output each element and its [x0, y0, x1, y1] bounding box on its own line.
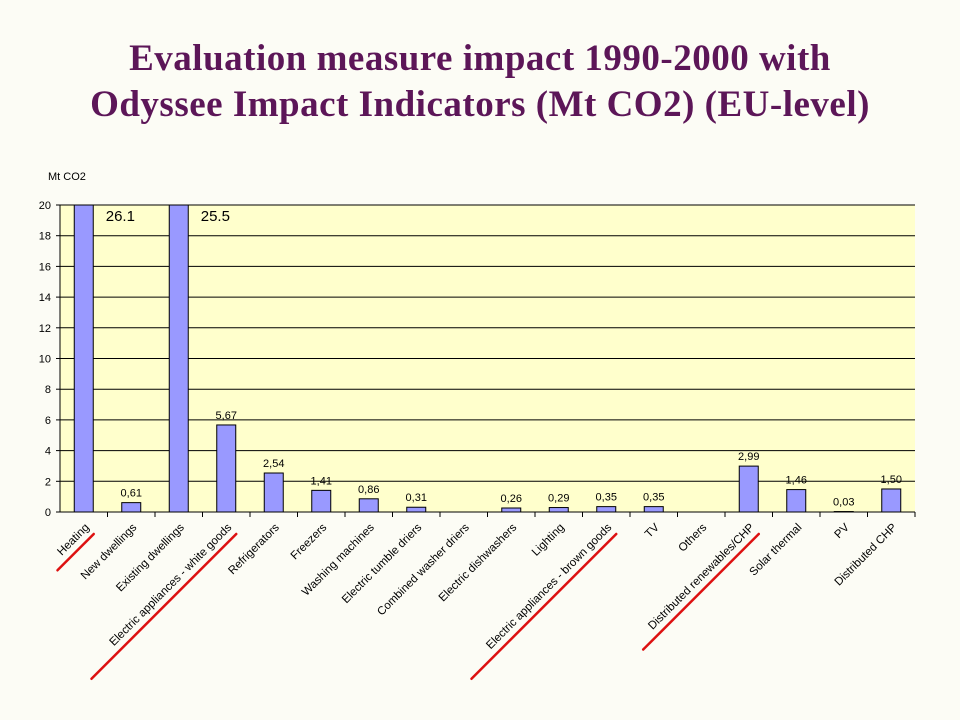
y-tick-label: 12: [39, 323, 51, 335]
x-tick-label-pv: PV: [833, 521, 853, 541]
y-tick-label: 4: [45, 446, 51, 458]
underline-electric-appliances-white-goods: [90, 532, 238, 680]
data-label: 0,61: [121, 488, 142, 500]
bar-freezers: [311, 489, 332, 513]
data-label: 0,26: [501, 493, 522, 505]
bar-electric-tumble-driers: [406, 506, 427, 513]
title-line-2: Odyssee Impact Indicators (Mt CO2) (EU-l…: [90, 84, 870, 125]
data-label: 0,03: [833, 497, 854, 509]
data-label: 2,54: [263, 458, 284, 470]
data-label: 25.5: [201, 208, 230, 225]
y-tick-label: 0: [45, 507, 51, 519]
bar-electric-appliances-white-goods: [216, 424, 237, 513]
data-label: 0,31: [406, 492, 427, 504]
y-tick-label: 20: [39, 200, 51, 212]
x-tick-label-tv: TV: [643, 521, 662, 540]
data-label: 1,46: [786, 475, 807, 487]
x-tick-label-combined-washer-driers: Combined washer driers: [375, 521, 472, 618]
underline-distributed-renewables-chp: [641, 532, 760, 651]
y-tick-label: 8: [45, 384, 51, 396]
data-label: 5,67: [216, 410, 237, 422]
bar-washing-machines: [358, 498, 379, 513]
bar-distributed-chp: [881, 488, 902, 513]
y-tick-label: 16: [39, 261, 51, 273]
x-tick-label-refrigerators: Refrigerators: [226, 521, 282, 577]
underline-electric-appliances-brown-goods: [470, 532, 618, 680]
bar-electric-appliances-brown-goods: [596, 506, 617, 513]
data-label: 26.1: [106, 208, 135, 225]
bar-electric-dishwashers: [501, 507, 522, 513]
data-label: 0,86: [358, 484, 379, 496]
data-label: 0,35: [596, 492, 617, 504]
x-tick-label-lighting: Lighting: [530, 522, 567, 559]
bar-new-dwellings: [121, 502, 142, 513]
y-tick-label: 14: [39, 292, 51, 304]
bar-lighting: [548, 507, 569, 513]
x-tick-label-electric-tumble-driers: Electric tumble driers: [340, 521, 425, 606]
bar-solar-thermal: [786, 489, 807, 513]
y-tick-label: 2: [45, 476, 51, 488]
page-title: Evaluation measure impact 1990-2000 with…: [0, 36, 960, 128]
data-label: 0,35: [643, 492, 664, 504]
y-tick-label: 10: [39, 354, 51, 366]
bar-existing-dwellings: [168, 204, 189, 513]
x-tick-label-distributed-renewables-chp: Distributed renewables/CHP: [646, 521, 757, 632]
bar-heating: [73, 204, 94, 513]
data-label: 1,41: [311, 475, 332, 487]
y-axis-label: Mt CO2: [48, 171, 86, 183]
bar-distributed-renewables-chp: [738, 465, 759, 513]
data-label: 1,50: [881, 474, 902, 486]
bar-refrigerators: [263, 472, 284, 513]
x-tick-label-electric-dishwashers: Electric dishwashers: [437, 521, 520, 604]
data-label: 2,99: [738, 451, 759, 463]
bar-tv: [643, 506, 664, 513]
x-tick-label-freezers: Freezers: [289, 521, 330, 562]
underline-heating: [56, 532, 95, 572]
y-tick-label: 18: [39, 231, 51, 243]
title-line-1: Evaluation measure impact 1990-2000 with: [129, 38, 831, 79]
y-tick-label: 6: [45, 415, 51, 427]
data-label: 0,29: [548, 493, 569, 505]
x-tick-label-others: Others: [676, 521, 709, 554]
